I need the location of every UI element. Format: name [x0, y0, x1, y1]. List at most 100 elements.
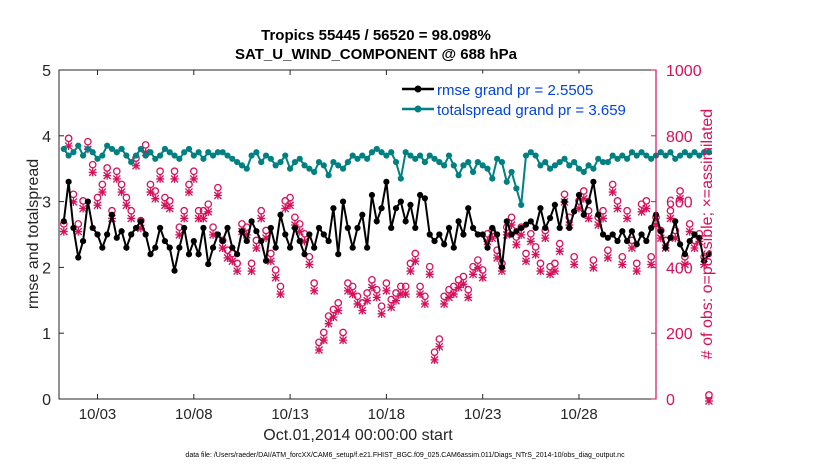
obs-possible-point	[180, 206, 189, 215]
totalspread-point	[79, 152, 87, 159]
obs-possible-point	[459, 272, 468, 281]
obs-assimilated-point	[122, 201, 131, 210]
obs-assimilated-point	[690, 244, 699, 253]
rmse-point	[426, 231, 433, 238]
obs-assimilated-point	[483, 237, 492, 246]
obs-possible-point	[348, 282, 357, 291]
obs-possible-point	[103, 164, 111, 172]
obs-assimilated-point	[536, 267, 545, 276]
rmse-point	[262, 257, 270, 264]
obs-assimilated-point	[680, 260, 689, 269]
rmse-point	[696, 234, 703, 241]
totalspread-point	[354, 155, 361, 162]
obs-possible-point	[214, 183, 222, 192]
obs-assimilated-point	[613, 204, 622, 213]
obs-possible-point	[276, 282, 285, 291]
y-left-tick-label: 2	[42, 260, 51, 277]
legend-box	[397, 73, 653, 121]
obs-assimilated-point	[522, 257, 531, 266]
obs-assimilated-point	[420, 299, 429, 308]
rmse-point	[214, 231, 221, 238]
obs-assimilated-point	[411, 257, 420, 266]
rmse-point	[166, 244, 173, 251]
obs-possible-point	[204, 200, 213, 209]
totalspread-point	[604, 159, 611, 166]
rmse-point	[128, 231, 135, 238]
y-left-tick-label: 1	[42, 326, 51, 343]
obs-possible-point	[430, 348, 439, 357]
totalspread-point	[339, 165, 347, 172]
obs-possible-point	[411, 249, 420, 258]
obs-assimilated-point	[685, 227, 694, 236]
rmse-point	[551, 201, 558, 208]
totalspread-point	[373, 145, 380, 153]
rmse-point	[267, 224, 274, 232]
totalspread-point	[344, 159, 351, 166]
rmse-point	[243, 237, 250, 245]
rmse-point	[118, 228, 125, 235]
obs-assimilated-point	[180, 214, 189, 223]
y-right-tick-label: 1000	[666, 63, 702, 80]
totalspread-point	[662, 152, 669, 159]
totalspread-point	[104, 142, 111, 149]
rmse-point	[344, 224, 351, 232]
rmse-point	[238, 228, 246, 235]
totalspread-point	[469, 168, 477, 176]
obs-assimilated-point	[204, 207, 213, 216]
obs-assimilated-point	[377, 309, 386, 318]
obs-assimilated-point	[382, 286, 391, 295]
obs-possible-point	[363, 289, 371, 297]
rmse-point	[546, 214, 554, 222]
totalspread-point	[128, 159, 135, 166]
obs-possible-point	[141, 141, 150, 149]
y-right-tick-label: 800	[666, 129, 693, 146]
rmse-point	[469, 224, 477, 232]
rmse-point	[272, 244, 279, 251]
totalspread-point	[152, 155, 159, 162]
totalspread-point	[542, 159, 549, 166]
rmse-point	[479, 231, 486, 238]
obs-assimilated-point	[570, 260, 579, 269]
obs-assimilated-point	[478, 273, 487, 282]
obs-assimilated-point	[117, 188, 126, 197]
obs-assimilated-point	[271, 273, 280, 282]
x-tick-label: 10/23	[464, 406, 502, 423]
rmse-point	[79, 237, 87, 245]
obs-possible-point	[74, 220, 83, 228]
totalspread-point	[503, 178, 510, 185]
totalspread-point	[585, 162, 592, 169]
totalspread-point	[546, 165, 554, 172]
rmse-point	[522, 221, 530, 228]
rmse-point	[224, 224, 231, 232]
obs-possible-point	[551, 259, 559, 268]
obs-assimilated-point	[599, 214, 608, 223]
obs-possible-point	[334, 299, 343, 307]
totalspread-point	[368, 149, 376, 156]
totalspread-point	[441, 162, 448, 169]
totalspread-point	[392, 159, 400, 166]
totalspread-point	[681, 149, 688, 156]
totalspread-point	[185, 145, 193, 153]
rmse-point	[518, 224, 525, 232]
rmse-point	[412, 224, 419, 232]
obs-possible-point	[522, 249, 530, 258]
obs-assimilated-point	[358, 306, 367, 315]
totalspread-point	[89, 149, 96, 156]
obs-assimilated-point	[353, 299, 362, 308]
totalspread-point	[494, 155, 501, 162]
totalspread-point	[518, 201, 525, 208]
rmse-point	[248, 218, 255, 225]
rmse-point	[672, 218, 679, 225]
totalspread-point	[595, 155, 602, 162]
rmse-point	[325, 237, 332, 245]
totalspread-point	[638, 149, 645, 156]
obs-assimilated-point	[151, 194, 160, 203]
rmse-point	[108, 211, 116, 218]
rmse-point	[205, 261, 212, 268]
obs-possible-point	[112, 167, 121, 176]
totalspread-point	[75, 142, 82, 149]
x-tick-label: 10/03	[79, 406, 117, 423]
x-tick-label: 10/28	[560, 406, 598, 423]
obs-possible-point	[425, 262, 434, 271]
rmse-point	[392, 205, 400, 212]
